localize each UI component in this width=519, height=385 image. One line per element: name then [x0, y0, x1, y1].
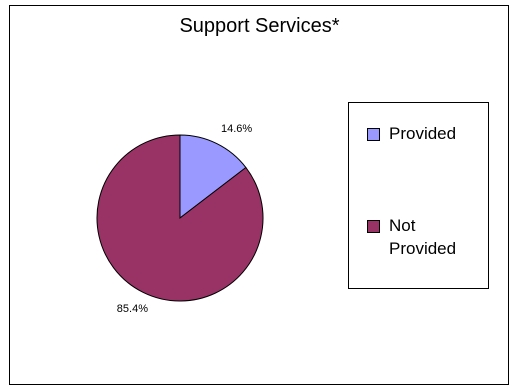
legend: Provided Not Provided — [348, 102, 489, 289]
legend-swatch-provided — [367, 128, 380, 141]
legend-swatch-not-provided — [367, 220, 380, 233]
pie-chart: 14.6% 85.4% — [96, 123, 264, 315]
pie-slice-not-provided — [96, 134, 264, 302]
legend-label-provided: Provided — [389, 124, 457, 143]
legend-label-line: Not — [389, 216, 416, 235]
chart-title: Support Services* — [179, 15, 340, 37]
legend-label-line: Provided — [389, 239, 457, 258]
data-label-not-provided: 85.4% — [117, 303, 148, 315]
pie-slice-provided — [179, 134, 247, 220]
legend-label-not-provided: Not Provided — [389, 214, 499, 260]
data-label-provided: 14.6% — [221, 123, 252, 135]
